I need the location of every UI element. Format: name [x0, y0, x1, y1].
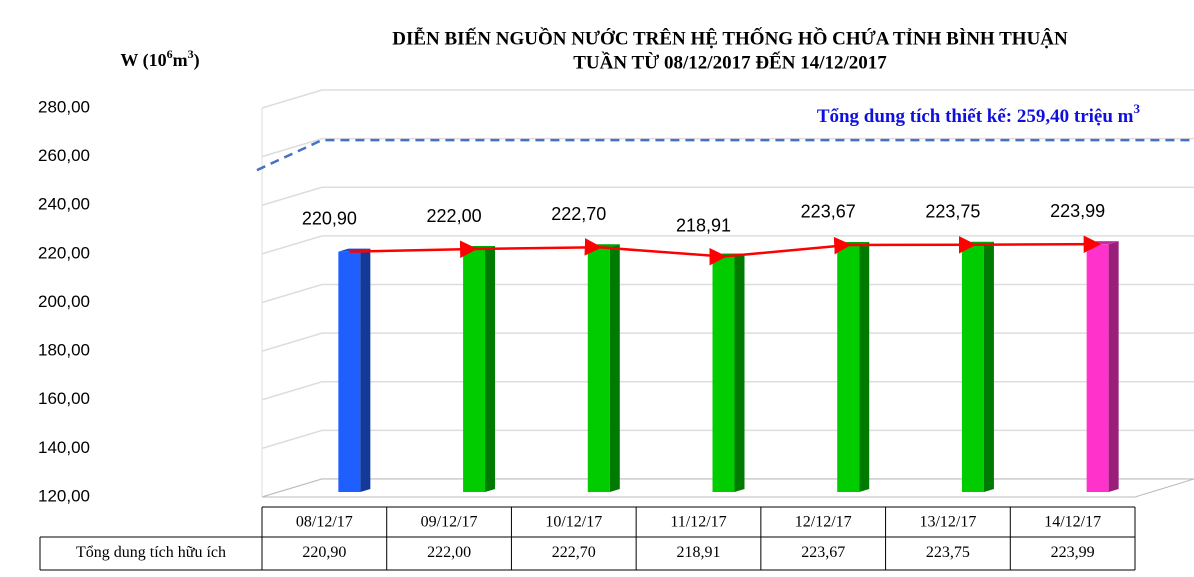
y-tick-label: 280,00: [38, 97, 90, 116]
bar-side: [485, 246, 496, 492]
y-tick-label: 160,00: [38, 389, 90, 408]
data-label: 223,67: [801, 202, 856, 222]
x-tick-label: 13/12/17: [919, 514, 976, 531]
table-cell: 223,67: [801, 544, 845, 561]
bar-side: [734, 253, 745, 492]
grid-line: [261, 332, 1194, 352]
table-row-label: Tổng dung tích hữu ích: [76, 544, 226, 561]
bar: [1086, 244, 1109, 492]
bar: [837, 244, 860, 492]
grid-line: [261, 89, 1194, 109]
grid-line: [261, 137, 1194, 158]
x-tick-label: 10/12/17: [545, 514, 602, 531]
x-tick-label: 08/12/17: [296, 514, 353, 531]
y-axis-label-part: m: [173, 50, 188, 70]
table-cell: 223,99: [1051, 544, 1095, 561]
reference-label: Tổng dung tích thiết kế: 259,40 triệu m3: [817, 101, 1141, 127]
y-tick-label: 200,00: [38, 292, 90, 311]
table-cell: 220,90: [302, 544, 346, 561]
data-label: 223,75: [925, 202, 980, 222]
reference-label-part: Tổng dung tích thiết kế: 259,40 triệu m: [817, 106, 1134, 127]
grid-line: [261, 429, 1194, 450]
data-label: 223,99: [1050, 201, 1105, 221]
bar-side: [983, 241, 994, 492]
data-label: 220,90: [302, 208, 357, 228]
chart-title: DIỄN BIẾN NGUỒN NƯỚC TRÊN HỆ THỐNG HỒ CH…: [392, 27, 1068, 49]
bar: [463, 249, 486, 492]
y-tick-label: 240,00: [38, 195, 90, 214]
y-axis-label-part: ): [194, 50, 200, 71]
bar-side: [859, 241, 870, 492]
line: [349, 235, 1102, 266]
x-tick-label: 09/12/17: [421, 514, 478, 531]
y-axis-label-part: 6: [167, 47, 173, 61]
reference-label-part: 3: [1134, 101, 1141, 116]
bar-side: [360, 248, 371, 492]
y-axis-label: W (106m3): [120, 47, 199, 71]
bar: [961, 244, 984, 492]
y-tick-label: 180,00: [38, 341, 90, 360]
grid-line: [261, 381, 1194, 401]
data-label: 218,91: [676, 215, 731, 235]
y-tick-label: 120,00: [38, 486, 90, 505]
y-axis-label-part: 3: [188, 47, 194, 61]
grid-line: [261, 186, 1194, 206]
chart-title: TUẦN TỪ 08/12/2017 ĐẾN 14/12/2017: [573, 51, 887, 73]
data-label: 222,00: [427, 206, 482, 226]
y-axis-label-part: W (10: [120, 50, 166, 71]
bar-side: [609, 244, 620, 492]
bar: [338, 251, 361, 492]
grid-line: [261, 283, 1194, 304]
table-cell: 218,91: [677, 544, 721, 561]
bar: [712, 256, 735, 492]
x-tick-label: 11/12/17: [670, 514, 726, 531]
bar-side: [1108, 241, 1119, 492]
reference-line: [256, 138, 1194, 172]
table-cell: 222,00: [427, 544, 471, 561]
y-tick-label: 260,00: [38, 146, 90, 165]
bar: [587, 247, 610, 492]
x-tick-label: 14/12/17: [1044, 514, 1101, 531]
y-tick-label: 220,00: [38, 243, 90, 262]
y-tick-label: 140,00: [38, 438, 90, 457]
table-cell: 222,70: [552, 544, 596, 561]
table-cell: 223,75: [926, 544, 970, 561]
x-tick-label: 12/12/17: [795, 514, 852, 531]
data-label: 222,70: [551, 204, 606, 224]
